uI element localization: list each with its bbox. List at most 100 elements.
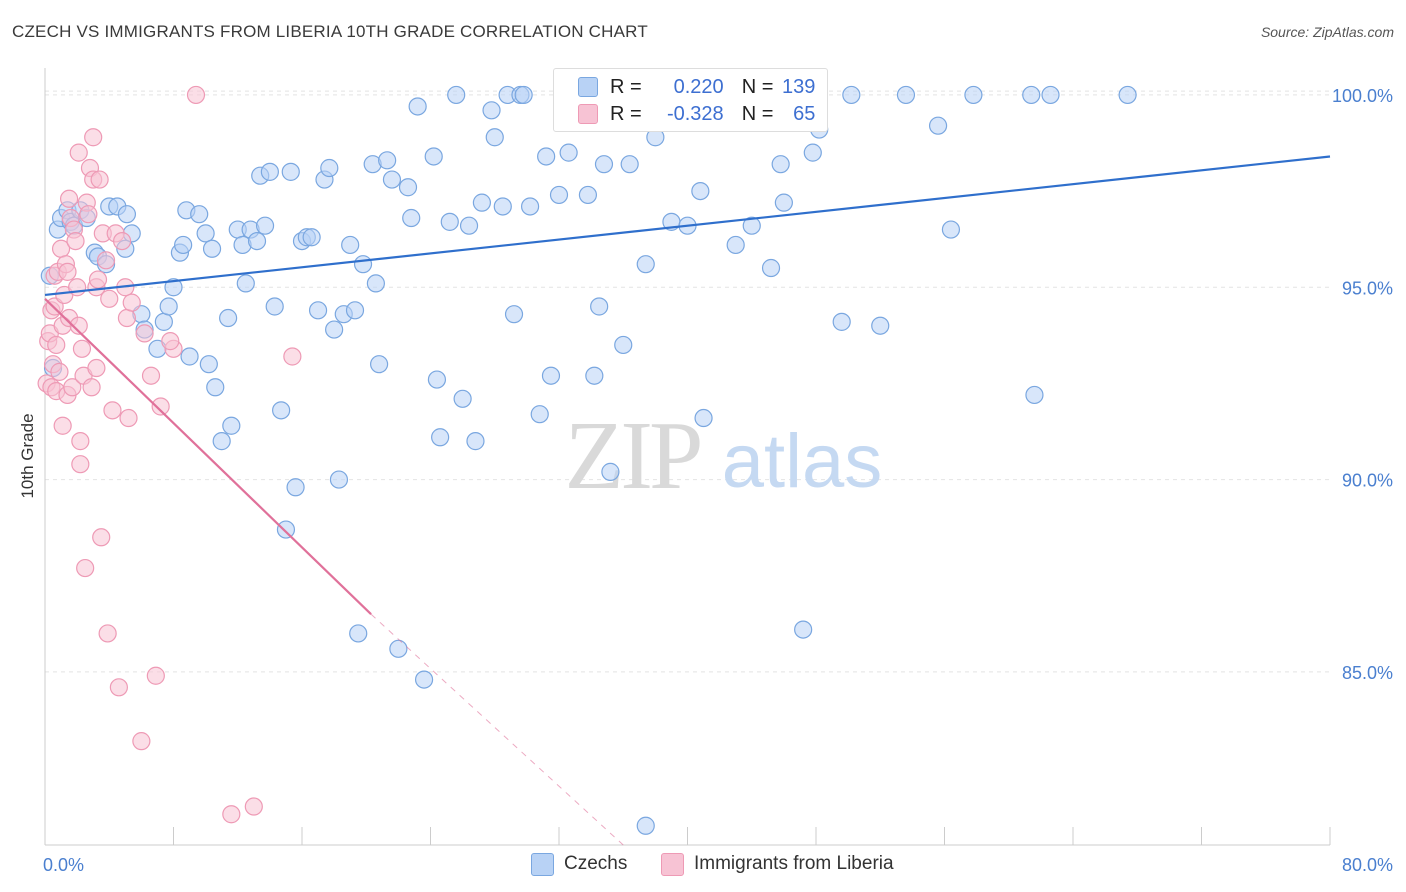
liberia-trend-line: [44, 298, 372, 615]
czech-point: [871, 316, 890, 335]
czech-point: [414, 670, 434, 689]
liberia-trend-extension: [370, 613, 624, 846]
legend-row-czechs: R = 0.220 N = 139: [578, 74, 815, 100]
czech-point: [431, 428, 450, 447]
czech-point: [842, 85, 861, 105]
liberia-point: [109, 678, 128, 697]
liberia-point: [112, 231, 132, 251]
legend-n-label: N =: [741, 75, 774, 98]
legend-r-label: R =: [610, 75, 642, 98]
liberia-point: [79, 205, 98, 224]
liberia-point: [88, 270, 108, 289]
liberia-legend-swatch: [661, 852, 684, 876]
correlation-legend: R = 0.220 N = 139 R = -0.328 N = 65: [553, 68, 828, 132]
czech-point: [345, 301, 365, 320]
czech-point: [199, 355, 218, 374]
czech-point: [389, 639, 408, 658]
liberia-swatch: [578, 104, 598, 124]
bottom-legend-liberia[interactable]: Immigrants from Liberia: [661, 851, 894, 877]
liberia-point: [119, 408, 138, 428]
liberia-point: [47, 335, 66, 355]
liberia-point: [63, 378, 82, 397]
czech-point: [154, 312, 173, 331]
czech-point: [694, 408, 713, 428]
liberia-legend-label: Immigrants from Liberia: [694, 853, 894, 874]
czech-point: [1025, 385, 1044, 405]
czech-point: [447, 85, 466, 105]
legend-r-label: R =: [610, 102, 642, 125]
czech-point: [117, 205, 137, 224]
czech-point: [620, 155, 639, 174]
bottom-legend-czechs[interactable]: Czechs: [531, 851, 627, 877]
watermark-atlas: atlas: [722, 419, 883, 504]
czech-point: [260, 162, 279, 181]
czech-point: [341, 235, 360, 255]
czech-point: [427, 370, 447, 389]
liberia-point: [283, 347, 302, 366]
liberia-point: [161, 332, 180, 351]
czech-point: [325, 320, 344, 339]
czech-point: [520, 197, 540, 216]
czech-point: [302, 228, 321, 247]
liberia-point: [135, 324, 154, 343]
liberia-point: [58, 262, 77, 281]
liberia-point: [69, 143, 88, 162]
axis-labels: 85.0% 90.0% 95.0% 100.0% 0.0% 80.0% 10th Grade: [18, 86, 1393, 875]
liberia-point: [146, 666, 165, 685]
liberia-point: [66, 231, 85, 251]
y-tick-label: 100.0%: [1332, 86, 1393, 106]
czech-point: [774, 193, 793, 212]
liberia-point: [132, 732, 151, 751]
trend-lines: [44, 155, 1331, 846]
czech-point: [255, 216, 275, 235]
czech-point: [1022, 85, 1041, 105]
liberia-point: [76, 558, 95, 578]
liberia-point: [122, 293, 141, 312]
liberia-point: [186, 85, 206, 105]
czech-point: [530, 405, 549, 424]
czech-point: [549, 185, 569, 205]
liberia-point: [50, 362, 69, 381]
czech-point: [514, 85, 533, 105]
liberia-point: [82, 378, 101, 397]
czech-point: [206, 378, 225, 397]
czech-point: [964, 85, 983, 105]
x-tick-label-end: 80.0%: [1342, 855, 1393, 875]
czech-point: [832, 312, 851, 331]
czech-point: [247, 231, 267, 251]
czech-point: [180, 347, 199, 366]
czech-point: [585, 366, 604, 385]
liberia-point: [244, 797, 263, 816]
czech-point: [202, 239, 222, 258]
czech-point: [803, 143, 822, 162]
czech-point: [459, 216, 479, 235]
czech-point: [398, 178, 418, 197]
czech-point: [941, 220, 961, 239]
czech-point: [366, 274, 385, 293]
czech-point: [402, 208, 421, 228]
liberia-point: [59, 189, 79, 208]
czech-point: [493, 197, 512, 216]
czech-point: [537, 147, 556, 166]
liberia-point: [69, 316, 88, 335]
czech-point: [794, 620, 813, 639]
czech-point: [578, 185, 598, 205]
czech-point: [482, 101, 501, 120]
czech-point: [466, 432, 485, 451]
czech-point: [771, 155, 790, 174]
czechs-legend-label: Czechs: [564, 853, 628, 874]
czech-point: [276, 520, 296, 539]
czech-point: [236, 274, 255, 293]
czech-point: [265, 297, 284, 316]
liberia-point: [90, 170, 109, 189]
czechs-swatch: [578, 77, 598, 97]
czech-point: [594, 155, 614, 174]
source-label: Source: ZipAtlas.com: [1260, 24, 1394, 40]
czech-point: [559, 143, 578, 162]
czech-point: [742, 216, 761, 235]
czech-point: [212, 432, 231, 451]
czech-point: [349, 624, 368, 643]
czech-point: [408, 97, 427, 116]
liberia-point: [84, 128, 103, 147]
